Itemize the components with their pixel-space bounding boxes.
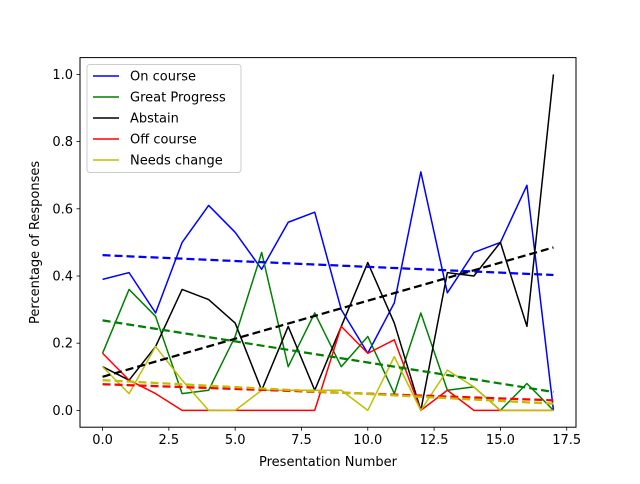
y-axis-label: Percentage of Responses (28, 161, 43, 324)
legend-label: Needs change (130, 154, 223, 169)
series-line-on-course (102, 171, 555, 411)
y-tick-label: 0.2 (52, 337, 73, 352)
trend-line-needs-change (102, 379, 554, 405)
legend-item-abstain: Abstain (93, 112, 179, 127)
series-line-abstain (102, 74, 555, 412)
x-tick-label: 15.0 (486, 433, 515, 448)
trend-line-off-course (102, 383, 554, 402)
x-tick-label: 10.0 (353, 433, 382, 448)
legend-item-needs-change: Needs change (93, 154, 223, 169)
legend-label: Off course (130, 133, 197, 148)
x-tick-label: 5.0 (225, 433, 246, 448)
plot-marks (101, 74, 555, 412)
y-tick-label: 1.0 (52, 68, 73, 83)
legend-item-great-progress: Great Progress (93, 91, 226, 106)
legend: On course Great Progress Abstain Off course… (86, 64, 242, 173)
x-axis-label: Presentation Number (259, 455, 398, 470)
plot-frame (79, 57, 577, 428)
y-tick-label: 0.4 (52, 270, 73, 285)
x-tick-label: 2.5 (159, 433, 180, 448)
x-tick-label: 0.0 (92, 433, 113, 448)
x-axis-ticks: 0.0 2.5 5.0 7.5 10.0 12.5 15.0 17.5 (92, 427, 581, 448)
y-tick-label: 0.6 (52, 202, 73, 217)
trend-line-abstain (102, 246, 554, 378)
series-line-needs-change (102, 345, 554, 412)
legend-label: Abstain (130, 112, 179, 127)
legend-box (86, 64, 242, 173)
x-tick-label: 7.5 (291, 433, 312, 448)
trend-line-great-progress (102, 319, 554, 394)
y-tick-label: 0.0 (52, 404, 73, 419)
legend-item-on-course: On course (93, 70, 196, 85)
legend-label: On course (130, 70, 196, 85)
trend-line-on-course (102, 254, 554, 277)
y-axis-ticks: 0.0 0.2 0.4 0.6 0.8 1.0 (52, 68, 80, 419)
legend-label: Great Progress (130, 91, 226, 106)
x-tick-label: 12.5 (420, 433, 449, 448)
y-tick-label: 0.8 (52, 135, 73, 150)
legend-item-off-course: Off course (93, 133, 197, 148)
x-tick-label: 17.5 (552, 433, 581, 448)
series-line-off-course (102, 325, 554, 412)
